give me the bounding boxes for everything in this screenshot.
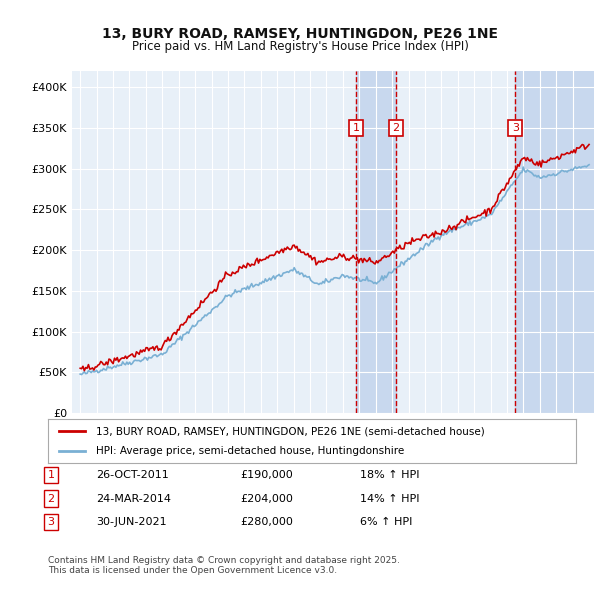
Text: 2: 2 [47,494,55,503]
Text: 1: 1 [47,470,55,480]
Text: Price paid vs. HM Land Registry's House Price Index (HPI): Price paid vs. HM Land Registry's House … [131,40,469,53]
Text: 1: 1 [353,123,360,133]
Bar [356,71,396,413]
Text: 3: 3 [512,123,519,133]
Text: 14% ↑ HPI: 14% ↑ HPI [360,494,419,503]
Bar [515,71,597,413]
Text: 2: 2 [392,123,400,133]
Text: 13, BURY ROAD, RAMSEY, HUNTINGDON, PE26 1NE: 13, BURY ROAD, RAMSEY, HUNTINGDON, PE26 … [102,27,498,41]
Text: 30-JUN-2021: 30-JUN-2021 [96,517,167,527]
Text: 6% ↑ HPI: 6% ↑ HPI [360,517,412,527]
Text: 18% ↑ HPI: 18% ↑ HPI [360,470,419,480]
Text: Contains HM Land Registry data © Crown copyright and database right 2025.
This d: Contains HM Land Registry data © Crown c… [48,556,400,575]
Text: 13, BURY ROAD, RAMSEY, HUNTINGDON, PE26 1NE (semi-detached house): 13, BURY ROAD, RAMSEY, HUNTINGDON, PE26 … [95,427,484,436]
Text: 26-OCT-2011: 26-OCT-2011 [96,470,169,480]
Text: HPI: Average price, semi-detached house, Huntingdonshire: HPI: Average price, semi-detached house,… [95,446,404,455]
Text: £280,000: £280,000 [240,517,293,527]
Text: 3: 3 [47,517,55,527]
Text: £204,000: £204,000 [240,494,293,503]
Text: 24-MAR-2014: 24-MAR-2014 [96,494,171,503]
Text: £190,000: £190,000 [240,470,293,480]
